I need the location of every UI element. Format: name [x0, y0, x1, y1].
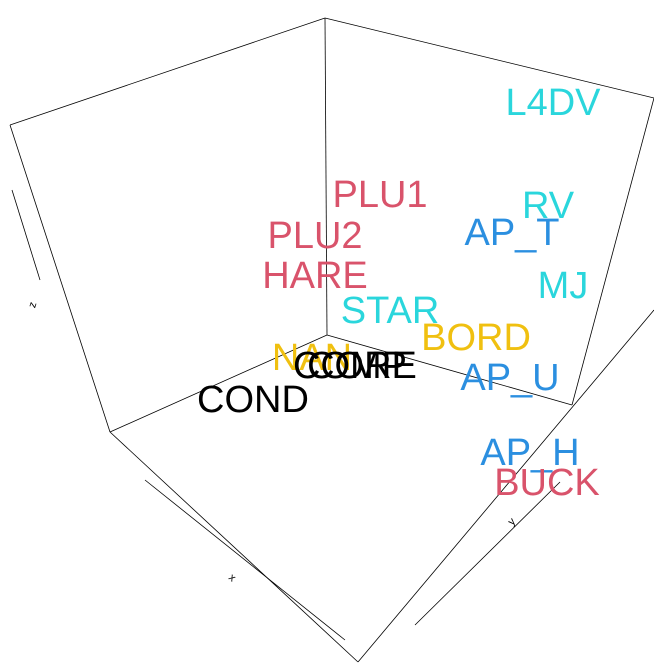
box-edge	[571, 97, 654, 406]
point-label: AP_T	[464, 212, 559, 254]
box-edge	[9, 124, 111, 433]
point-label: HARE	[262, 255, 368, 297]
point-label: COMP	[293, 345, 407, 387]
box-edge	[324, 17, 328, 336]
point-label: NAN	[272, 337, 352, 379]
point-label: PLU2	[267, 215, 362, 257]
box-edge	[326, 334, 573, 406]
z-axis-line	[11, 189, 41, 281]
x-axis-label: x	[226, 572, 238, 585]
point-label: STAR	[341, 290, 440, 332]
box-edge	[357, 309, 654, 663]
x-axis-line	[144, 479, 346, 641]
point-label: AP_H	[480, 432, 579, 474]
z-axis-label: z	[26, 301, 39, 310]
point-label: RV	[522, 185, 575, 227]
point-label: AP_U	[460, 357, 559, 399]
point-label: CORE	[307, 345, 417, 387]
point-label: MJ	[538, 265, 589, 307]
y-axis-line	[414, 481, 561, 626]
point-label: BUCK	[494, 462, 600, 504]
box-edge	[109, 431, 359, 663]
point-label: L4DV	[505, 82, 601, 124]
box-edge	[9, 17, 326, 126]
point-label: PLU1	[332, 174, 427, 216]
box-edge	[109, 334, 328, 433]
point-label: COND	[197, 379, 309, 421]
point-label: BORD	[421, 317, 531, 359]
box-edge	[324, 17, 654, 99]
y-axis-label: y	[506, 515, 519, 528]
box	[9, 17, 654, 663]
